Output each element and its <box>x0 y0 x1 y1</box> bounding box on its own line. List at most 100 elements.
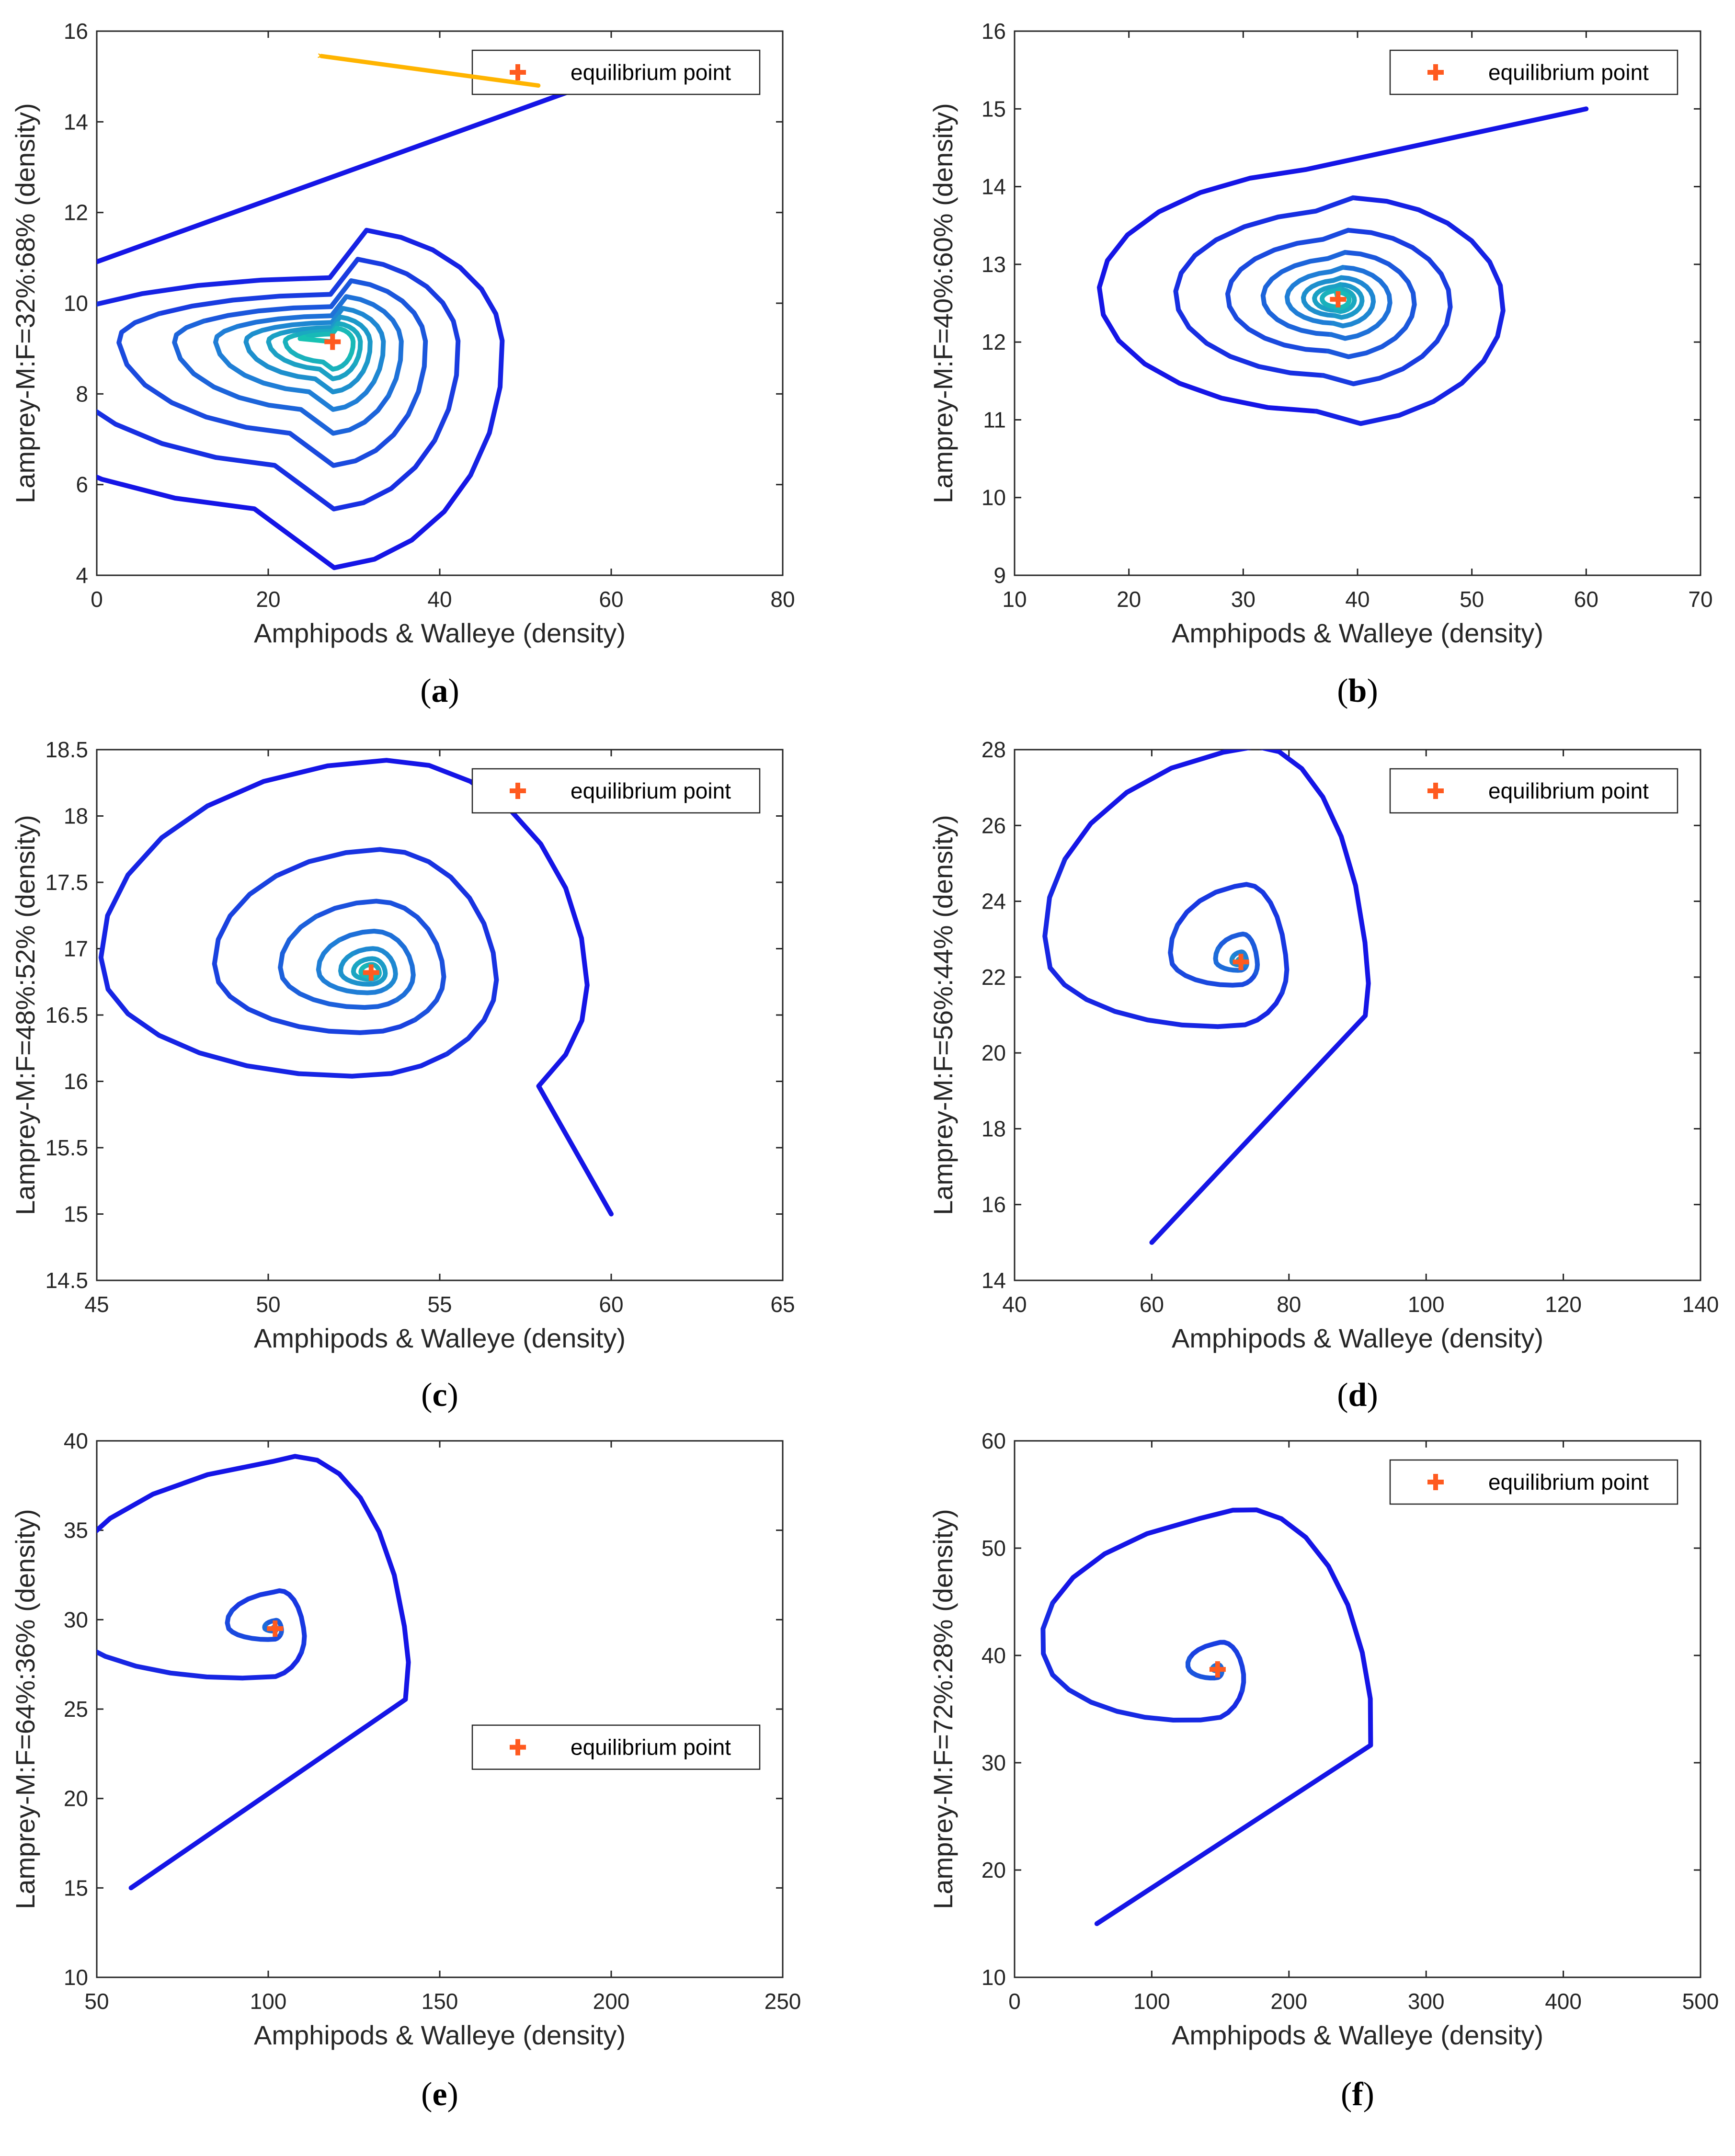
y-tick-label: 14 <box>982 174 1006 199</box>
y-tick-label: 14 <box>982 1268 1006 1293</box>
legend: equilibrium point <box>471 49 761 95</box>
trajectory-segment <box>1332 282 1365 320</box>
y-tick-label: 16 <box>982 19 1006 44</box>
x-tick-label: 100 <box>1408 1292 1445 1317</box>
trajectory-segment <box>1042 856 1285 1029</box>
caption-open: ( <box>1341 2076 1352 2113</box>
y-tick-label: 60 <box>982 1428 1006 1453</box>
trajectory-segment <box>313 899 446 1022</box>
x-tick-label: 10 <box>1002 587 1027 612</box>
equilibrium-point-marker <box>1330 291 1347 308</box>
legend: equilibrium point <box>1389 768 1678 814</box>
trajectory-segment <box>1062 750 1371 1245</box>
trajectory-segment <box>278 314 373 374</box>
legend-marker-icon <box>1427 64 1444 80</box>
trajectory-segment <box>291 321 363 366</box>
legend: equilibrium point <box>1389 49 1678 95</box>
y-tick-label: 10 <box>64 1965 88 1990</box>
y-tick-label: 26 <box>982 813 1006 838</box>
legend: equilibrium point <box>471 1724 761 1770</box>
trajectory-segment <box>1213 946 1249 973</box>
y-tick-label: 28 <box>982 737 1006 762</box>
caption-close: ) <box>1363 2076 1374 2113</box>
x-tick-label: 60 <box>599 587 623 612</box>
trajectory-segment <box>97 1454 411 1891</box>
caption-letter: d <box>1348 1377 1367 1414</box>
legend-marker-icon <box>1427 783 1444 799</box>
caption-open: ( <box>420 673 431 709</box>
y-tick-label: 15 <box>64 1202 88 1227</box>
y-tick-label: 30 <box>982 1750 1006 1775</box>
trajectory-segment <box>97 228 505 478</box>
caption-open: ( <box>1337 1377 1348 1414</box>
x-tick-label: 65 <box>770 1292 795 1317</box>
trajectory-segment <box>358 956 388 984</box>
y-axis-label: Lamprey-M:F=72%:28% (density) <box>928 1509 958 1909</box>
trajectory-segment <box>1301 275 1344 318</box>
trajectory-segment <box>350 946 398 991</box>
y-tick-label: 8 <box>76 381 88 406</box>
subplot-caption: (a) <box>420 673 459 709</box>
trajectory-segment <box>278 914 400 1010</box>
trajectory-segment <box>235 294 404 399</box>
x-tick-label: 400 <box>1545 1989 1582 2014</box>
plot-frame <box>1014 1440 1701 1978</box>
y-tick-label: 10 <box>982 485 1006 510</box>
legend: equilibrium point <box>471 768 761 814</box>
legend-label: equilibrium point <box>571 778 731 803</box>
trajectory-segment <box>1096 106 1589 414</box>
x-tick-label: 140 <box>1682 1292 1719 1317</box>
trajectory-segment <box>1312 282 1343 313</box>
trajectory-segment <box>97 301 437 512</box>
x-tick-label: 250 <box>765 1989 801 2014</box>
legend: equilibrium point <box>1389 1459 1678 1505</box>
trajectory-segment <box>1185 1655 1224 1681</box>
y-tick-label: 30 <box>64 1607 88 1632</box>
caption-close: ) <box>447 1377 458 1414</box>
y-axis-label: Lamprey-M:F=40%:60% (density) <box>928 103 958 503</box>
trajectory-segment <box>283 333 352 372</box>
x-tick-label: 150 <box>422 1989 458 2014</box>
subplot-caption: (d) <box>1337 1377 1378 1414</box>
y-axis-label: Lamprey-M:F=56%:44% (density) <box>928 815 958 1215</box>
subplot-caption: (e) <box>421 2076 458 2113</box>
caption-open: ( <box>421 2076 432 2113</box>
x-axis-label: Amphipods & Walleye (density) <box>1172 618 1543 648</box>
trajectory-segment <box>1173 195 1356 378</box>
y-tick-label: 16 <box>64 19 88 44</box>
y-tick-label: 12 <box>64 200 88 225</box>
x-tick-label: 45 <box>84 1292 109 1317</box>
x-tick-label: 40 <box>1345 587 1370 612</box>
trajectory-segment <box>156 257 461 443</box>
y-tick-label: 10 <box>982 1965 1006 1990</box>
y-tick-label: 18 <box>982 1116 1006 1141</box>
y-tick-label: 20 <box>64 1786 88 1811</box>
equilibrium-point-marker <box>324 333 341 350</box>
caption-close: ) <box>448 673 459 709</box>
caption-letter: a <box>432 673 448 709</box>
caption-open: ( <box>421 1377 432 1414</box>
trajectory <box>1096 106 1589 426</box>
legend-label: equilibrium point <box>571 60 731 85</box>
trajectory-segment <box>1040 1600 1245 1723</box>
legend-label: equilibrium point <box>1488 60 1649 85</box>
y-tick-label: 17.5 <box>45 870 88 895</box>
x-tick-label: 20 <box>1117 587 1141 612</box>
y-tick-label: 35 <box>64 1518 88 1543</box>
trajectory-segment <box>172 319 391 436</box>
x-tick-label: 200 <box>1270 1989 1307 2014</box>
plot-frame <box>1014 749 1701 1281</box>
trajectory-segment <box>97 74 614 570</box>
trajectory-segment <box>1334 290 1352 310</box>
x-tick-label: 50 <box>256 1292 280 1317</box>
y-tick-label: 6 <box>76 472 88 497</box>
x-tick-label: 60 <box>1574 587 1598 612</box>
legend-marker-icon <box>510 1739 526 1756</box>
direction-arrow <box>321 56 541 88</box>
trajectory-segment <box>225 1608 284 1642</box>
equilibrium-point-marker <box>267 1620 284 1637</box>
x-tick-label: 0 <box>91 587 103 612</box>
x-axis-label: Amphipods & Walleye (density) <box>1172 1323 1543 1353</box>
